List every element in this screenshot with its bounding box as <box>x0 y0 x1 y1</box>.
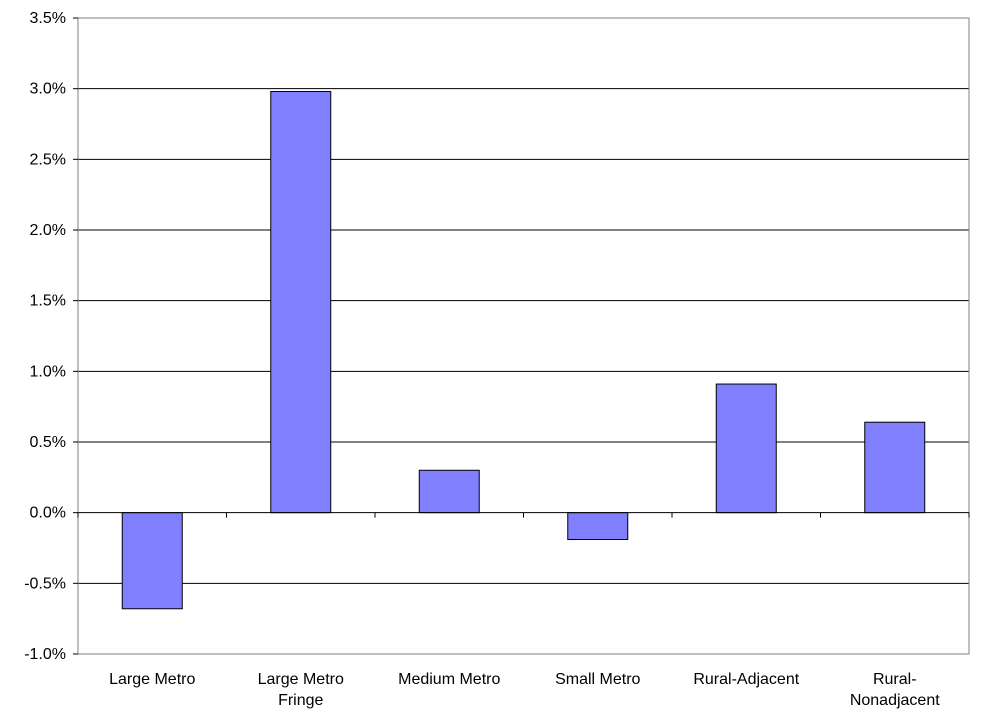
y-tick-label: -0.5% <box>24 575 66 592</box>
y-tick-label: 0.0% <box>30 505 66 522</box>
y-tick-label: 3.5% <box>30 10 66 27</box>
y-tick-label: 2.0% <box>30 222 66 239</box>
y-tick-label: 0.5% <box>30 434 66 451</box>
category-label: Medium Metro <box>398 671 500 688</box>
bar <box>864 421 926 514</box>
bar <box>418 469 480 514</box>
bar <box>567 512 629 541</box>
y-tick-label: 1.0% <box>30 363 66 380</box>
bar <box>121 512 183 610</box>
category-label: Rural-Adjacent <box>693 671 799 688</box>
category-label: Large Metro <box>109 671 195 688</box>
y-tick-label: 1.5% <box>30 293 66 310</box>
y-axis-ticks: -1.0% -0.5% 0.0% 0.5% 1.0% 1.5% 2.0% 2.5% 3.0% 3.… <box>24 10 78 663</box>
category-label: Small Metro <box>555 671 640 688</box>
gridlines <box>78 17 969 584</box>
plot-area-frame <box>77 17 970 655</box>
y-tick-label: 2.5% <box>30 151 66 168</box>
category-label: Large Metro Fringe <box>258 671 344 709</box>
y-tick-label: 3.0% <box>30 81 66 98</box>
x-axis-ticks <box>77 512 970 518</box>
bar <box>270 90 332 514</box>
category-labels: Large Metro Large Metro Fringe Medium Metro… <box>109 671 940 709</box>
y-tick-label: -1.0% <box>24 646 66 663</box>
bar <box>715 383 777 514</box>
category-label: Rural-Nonadjacent <box>850 671 940 709</box>
bars <box>121 90 926 610</box>
